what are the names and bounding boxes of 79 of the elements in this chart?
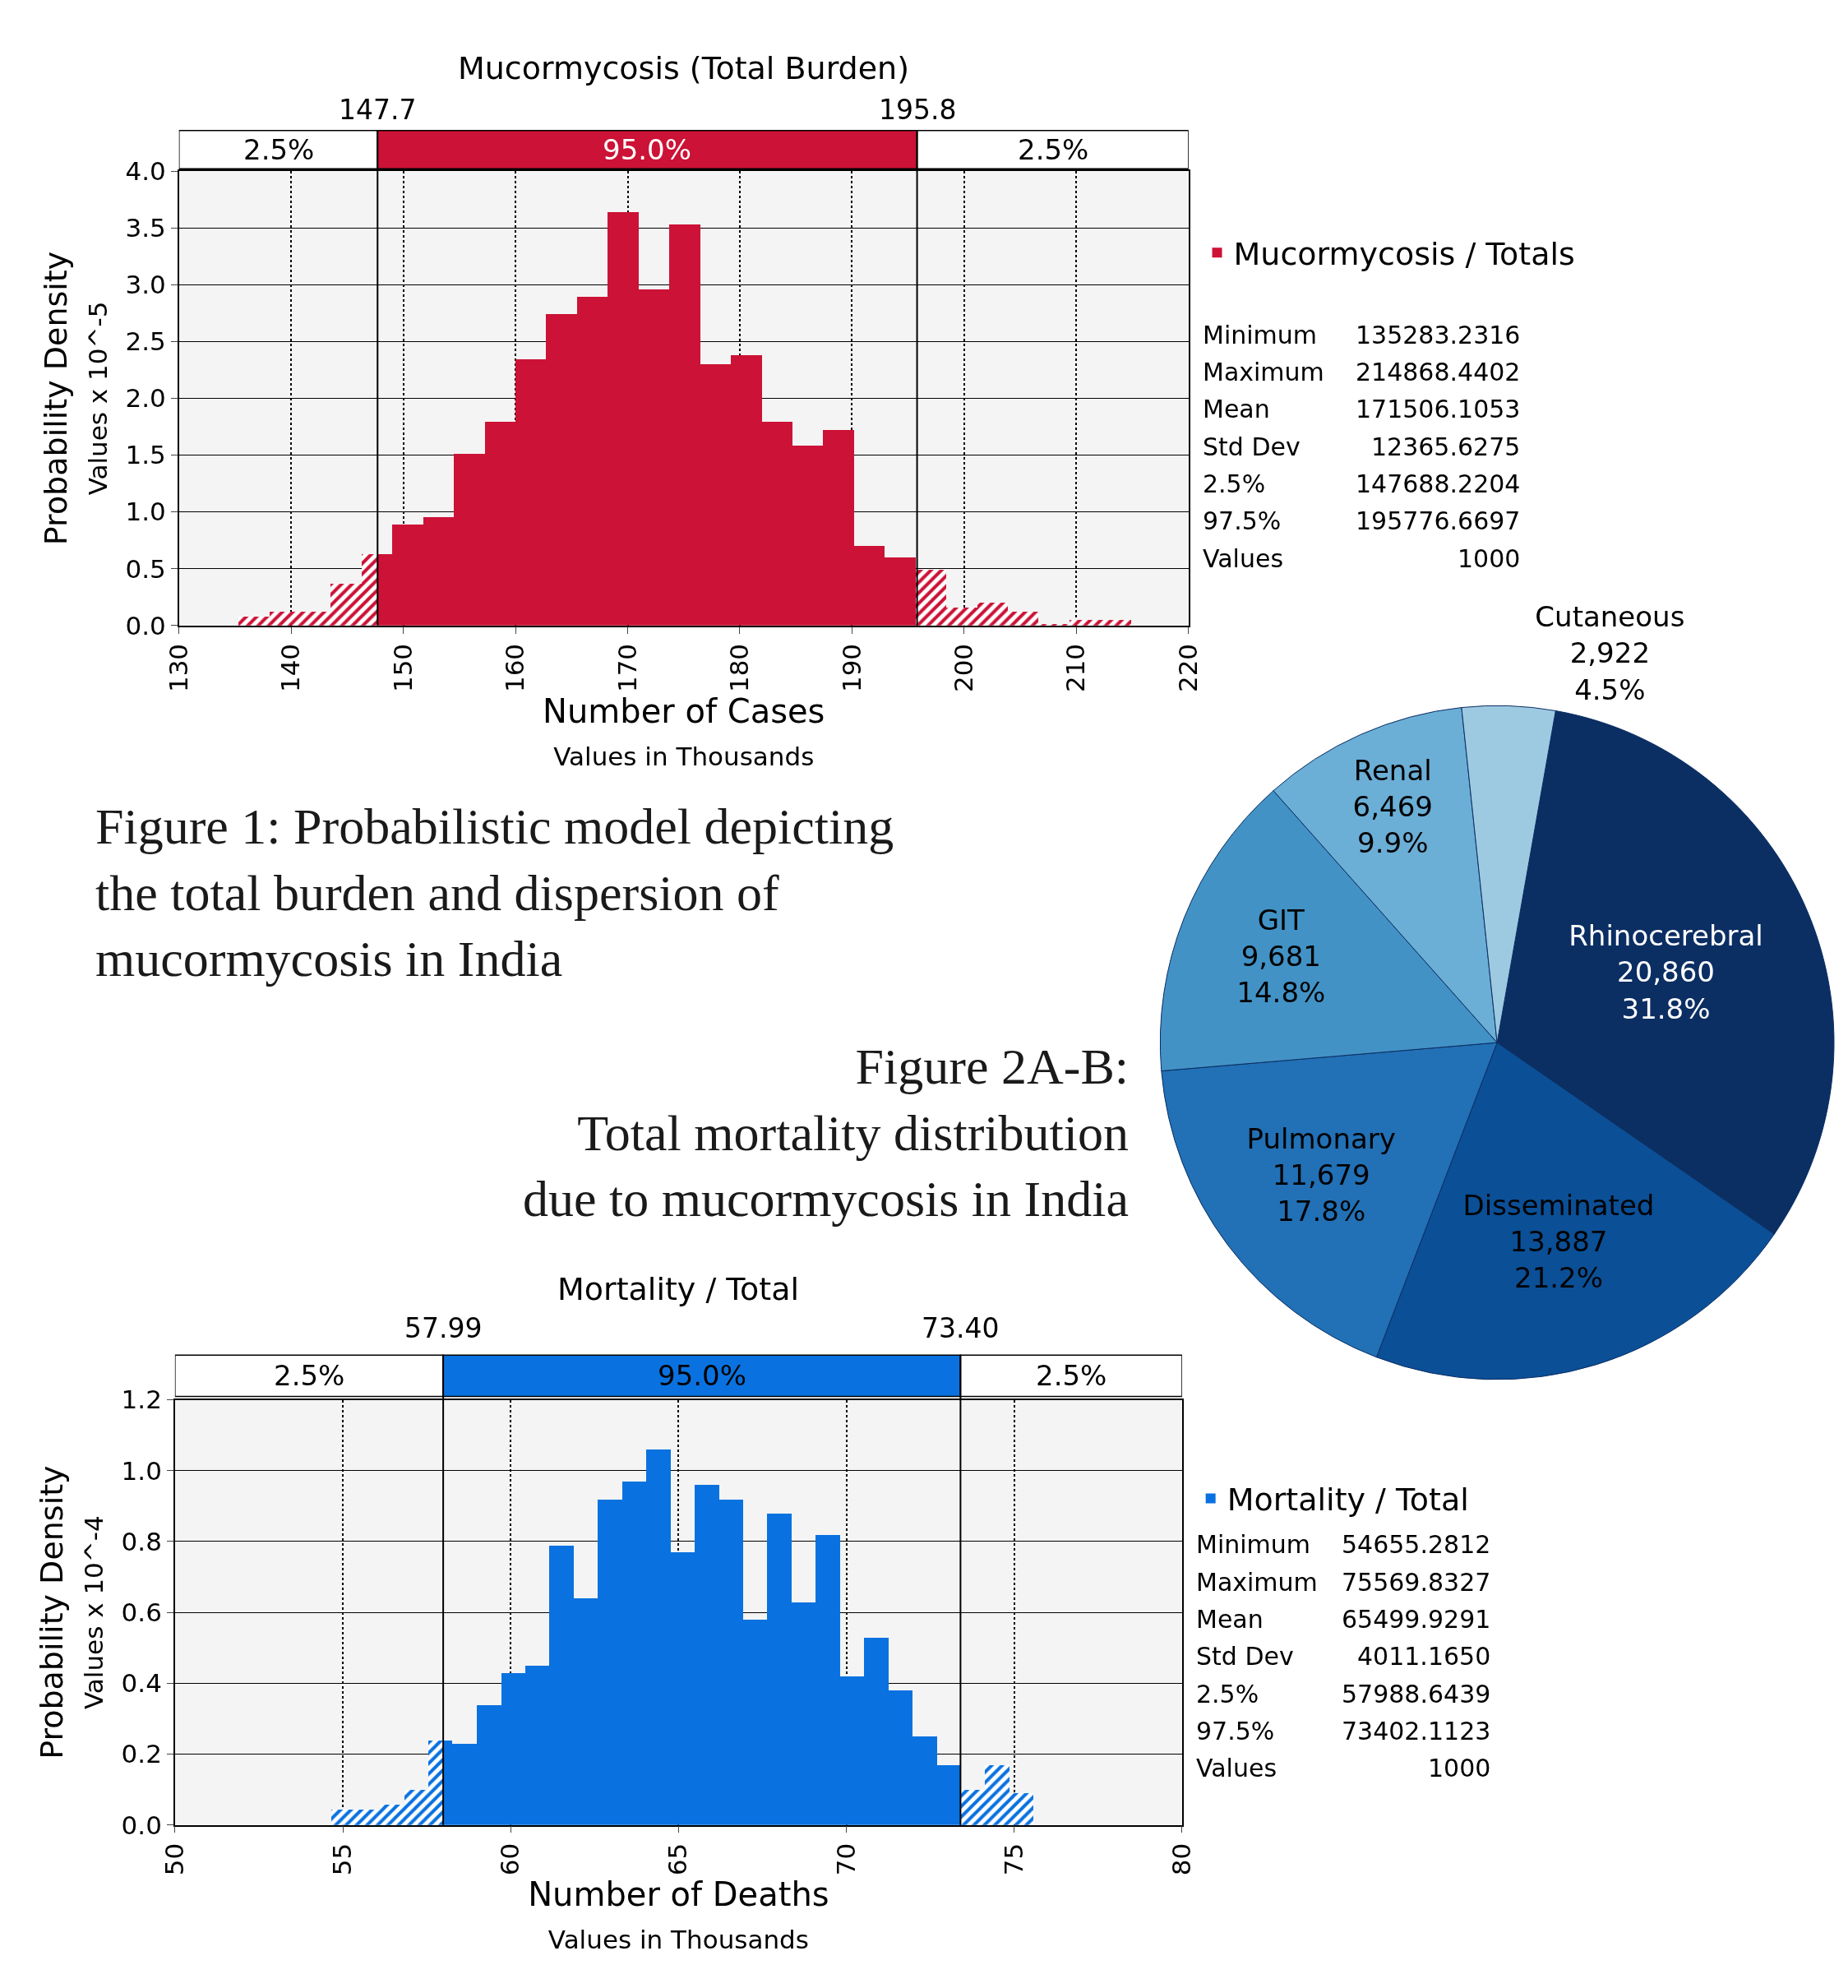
data-label: 13,887 21.2% (1509, 1225, 1608, 1295)
text: Mean 65499.9291 (1196, 1605, 1491, 1634)
ref-line-label: 73.40 (922, 1312, 1000, 1344)
chart-title: Mucormycosis (Total Burden) (458, 50, 910, 86)
y-tick-label: 0.6 (121, 1597, 162, 1627)
y-tick-label: 3.5 (125, 213, 166, 243)
x-axis-title: Number of Deaths Values in Thousands (528, 1875, 829, 1955)
data-label: 6,469 9.9% (1352, 789, 1433, 860)
y-tick-label: 2.5 (125, 326, 166, 357)
slice-label: GIT (1257, 903, 1305, 936)
y-tick-label: 1.0 (125, 497, 166, 527)
x-tick-label: 170 (612, 643, 642, 693)
y-tick-label: 1.5 (125, 440, 166, 470)
text: 2.5% 57988.6439 (1196, 1680, 1491, 1708)
y-tick-label: 2.0 (125, 383, 166, 414)
legend-label: Mucormycosis / Totals (1233, 236, 1575, 273)
text: 97.5% 73402.1123 (1196, 1717, 1491, 1745)
legend-label: Mortality / Total (1227, 1482, 1469, 1519)
text: Values 1000 (1203, 544, 1521, 573)
x-tick-label: 60 (495, 1842, 525, 1876)
text: Std Dev 4011.1650 (1196, 1642, 1491, 1671)
x-tick-label: 210 (1060, 643, 1091, 693)
text: 2.5% (274, 1359, 345, 1392)
text: Maximum 75569.8327 (1196, 1568, 1491, 1597)
text: 2.5% (1018, 133, 1089, 166)
y-tick-label: 3.0 (125, 270, 166, 300)
x-tick-label: 70 (830, 1842, 861, 1876)
y-tick-label: 1.0 (121, 1455, 162, 1486)
slice-label: Rhinocerebral (1568, 919, 1763, 953)
x-tick-label: 65 (663, 1842, 693, 1876)
slice-label: Renal (1353, 753, 1432, 787)
text: 95.0% (658, 1359, 747, 1392)
text: Values 1000 (1196, 1754, 1491, 1782)
text: 97.5% 195776.6697 (1203, 506, 1521, 535)
x-tick-label: 130 (163, 643, 193, 693)
ref-line-label: 57.99 (404, 1312, 483, 1344)
text: Minimum 54655.2812 (1196, 1530, 1491, 1559)
y-tick-label: 4.0 (125, 155, 166, 186)
x-tick-label: 75 (998, 1842, 1028, 1876)
text: 2.5% (1036, 1359, 1107, 1392)
y-tick-label: 0.0 (121, 1810, 162, 1840)
text: Minimum 135283.2316 (1203, 321, 1521, 349)
y-tick-label: 1.2 (121, 1385, 162, 1415)
ref-line-label: 195.8 (879, 94, 957, 126)
text: Mean 171506.1053 (1203, 395, 1521, 423)
x-tick-label: 80 (1166, 1842, 1196, 1876)
y-tick-label: 0.2 (121, 1739, 162, 1769)
x-tick-label: 220 (1172, 643, 1203, 693)
x-tick-label: 55 (327, 1842, 358, 1876)
caption: Figure 2A-B: Total mortality distribution due to mucormycosis in India (523, 1038, 1129, 1227)
y-tick-label: 0.5 (125, 553, 166, 584)
x-tick-label: 200 (948, 643, 978, 693)
text: 2.5% 147688.2204 (1203, 469, 1521, 498)
chart-title: Mortality / Total (557, 1271, 800, 1307)
text: Maximum 214868.4402 (1203, 358, 1521, 386)
text: Std Dev 12365.6275 (1203, 432, 1521, 461)
y-axis-title: Probability Density Values x 10^-4 (33, 1465, 109, 1759)
data-label: 20,860 31.8% (1617, 955, 1715, 1025)
x-tick-label: 150 (387, 643, 418, 693)
data-label: 11,679 17.8% (1272, 1158, 1370, 1228)
y-tick-label: 0.4 (121, 1668, 162, 1699)
slice-label: Pulmonary (1246, 1121, 1396, 1155)
ref-line-label: 147.7 (339, 94, 417, 126)
x-tick-label: 180 (724, 643, 755, 693)
data-label: 2,922 4.5% (1569, 636, 1651, 706)
x-tick-label: 50 (159, 1842, 189, 1876)
y-tick-label: 0.0 (125, 610, 166, 640)
text: 2.5% (243, 133, 315, 166)
slice-label: Disseminated (1462, 1188, 1655, 1222)
slice-label: Cutaneous (1535, 600, 1685, 634)
y-tick-label: 0.8 (121, 1526, 162, 1556)
data-label: 9,681 14.8% (1236, 940, 1326, 1010)
x-tick-label: 190 (836, 643, 866, 693)
y-axis-title: Probability Density Values x 10^-5 (37, 251, 113, 546)
x-axis-title: Number of Cases Values in Thousands (543, 692, 825, 772)
caption: Figure 1: Probabilistic model depicting the total burden and dispersion of mucormycosis in India (95, 798, 894, 987)
x-tick-label: 140 (275, 643, 306, 693)
text: 95.0% (603, 133, 692, 166)
x-tick-label: 160 (500, 643, 530, 693)
